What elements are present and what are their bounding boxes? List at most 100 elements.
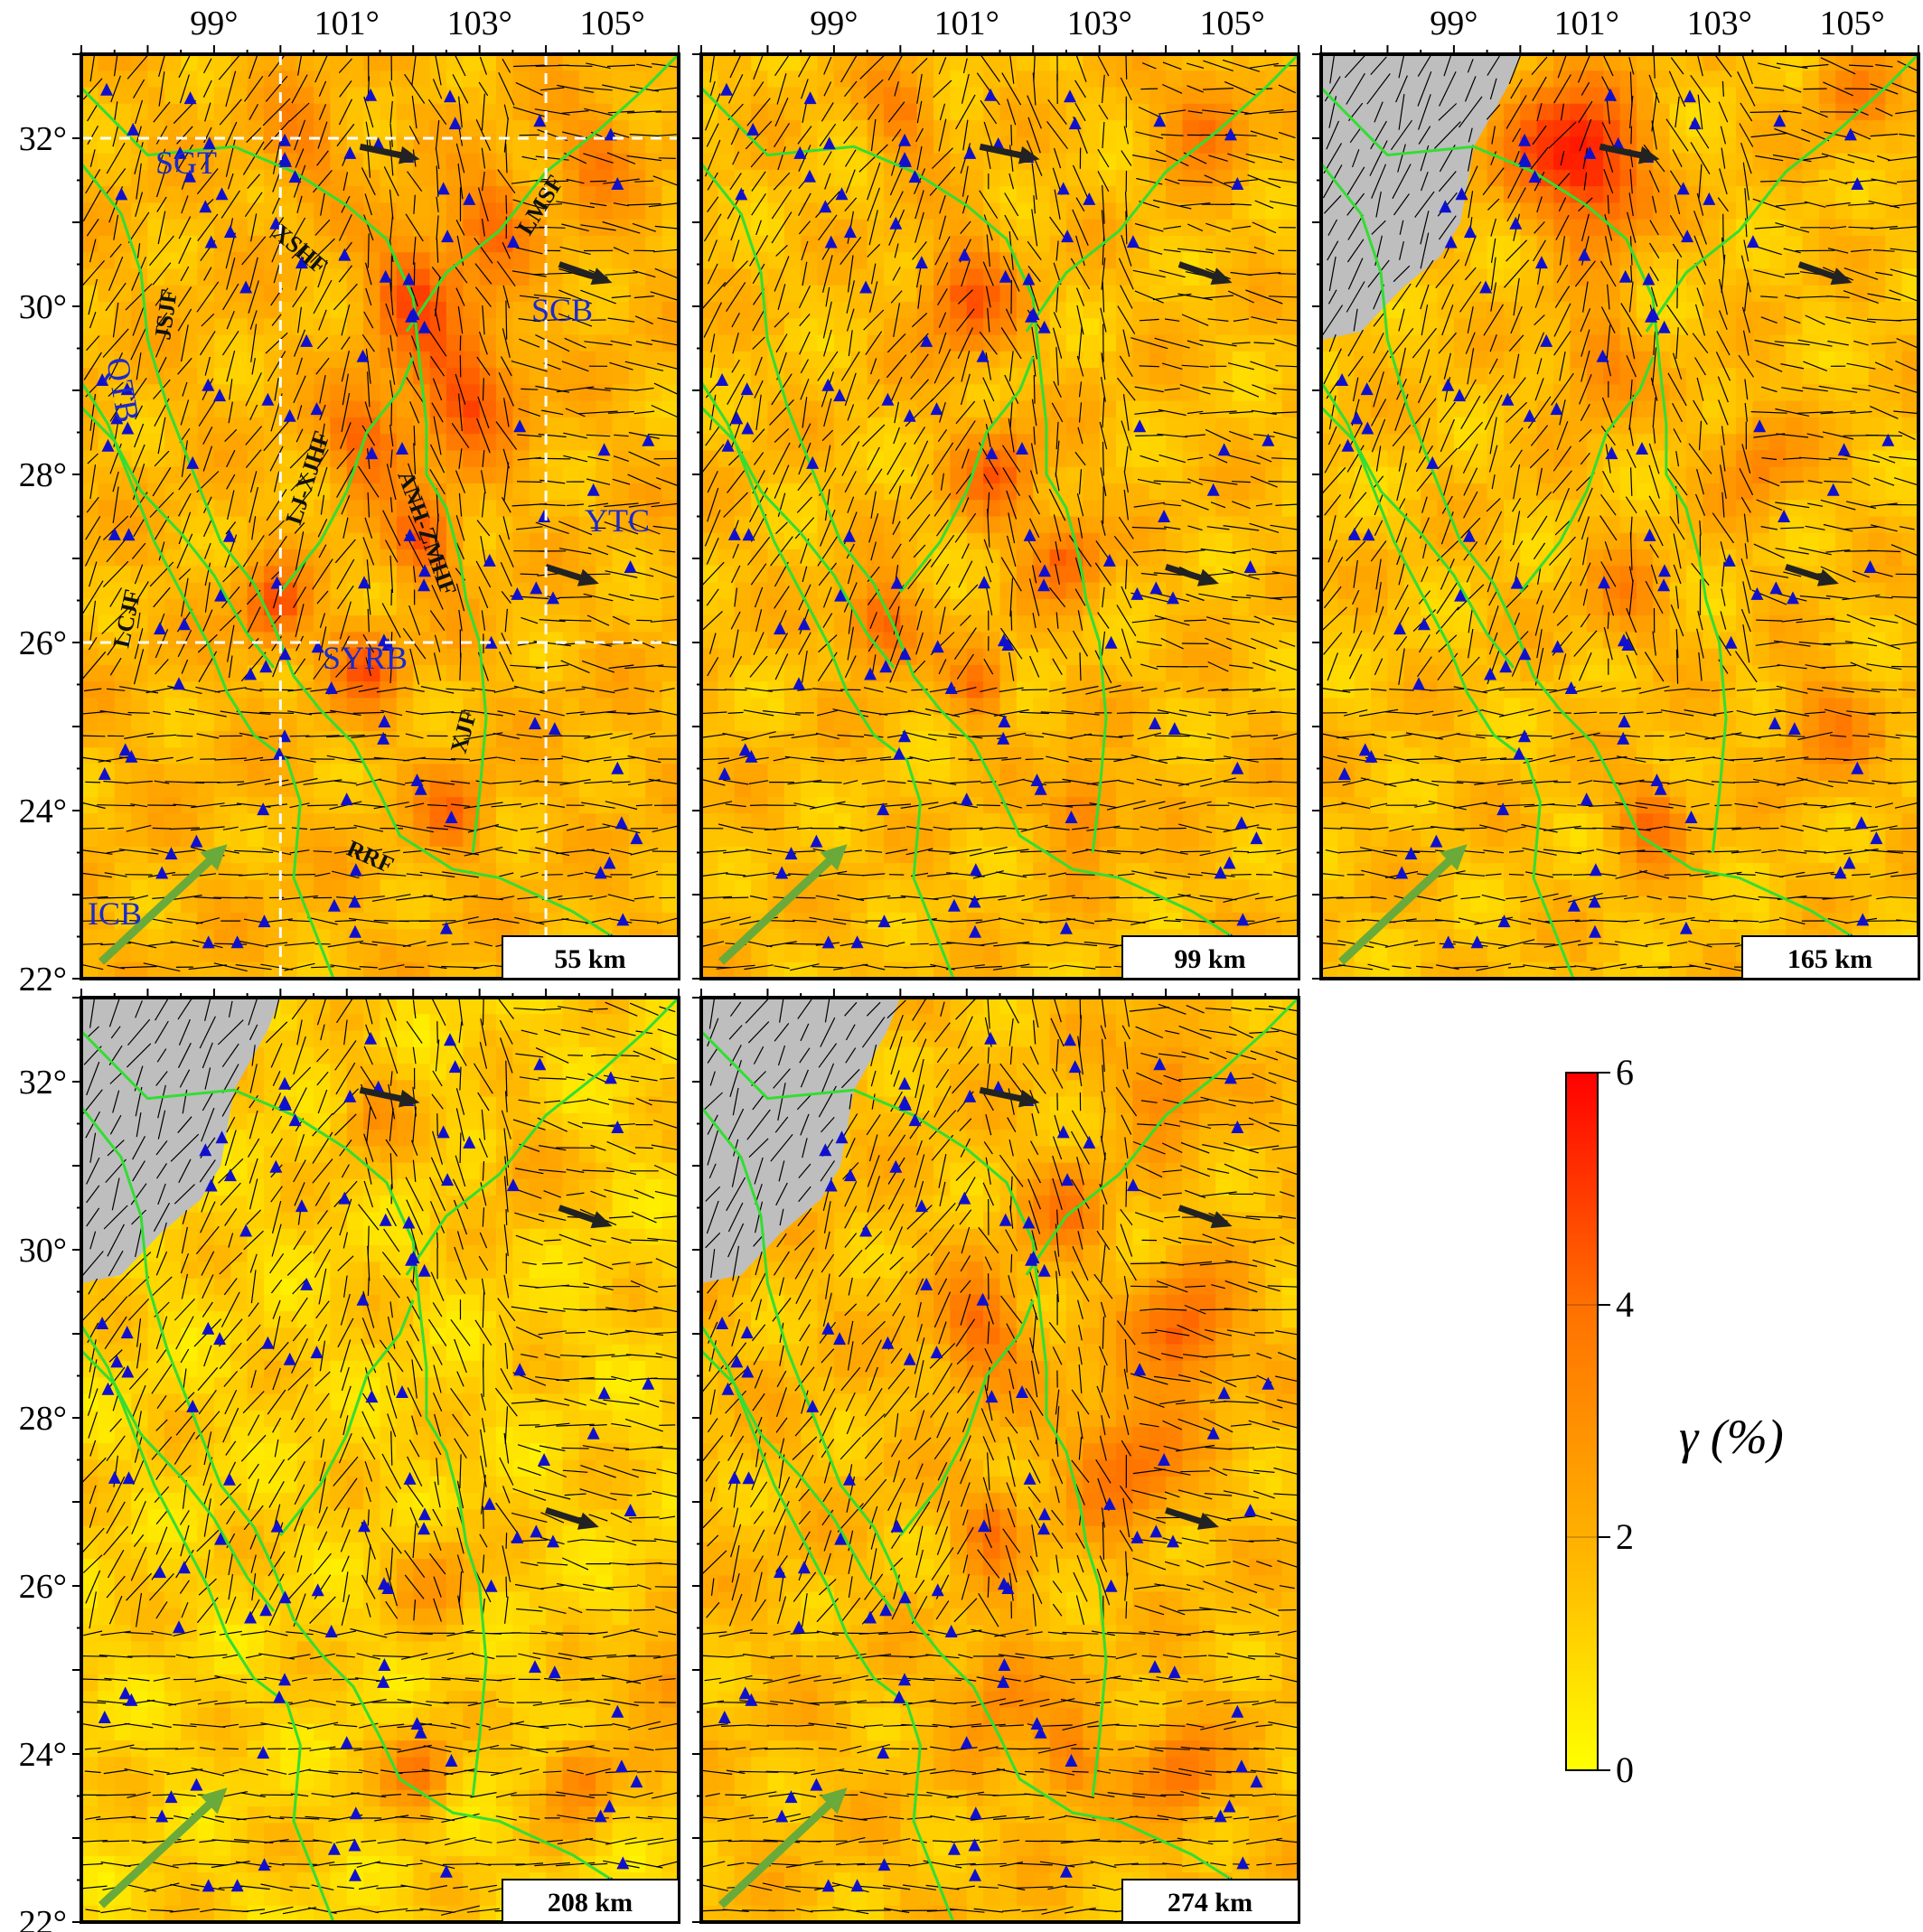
station-triangle-icon xyxy=(278,152,292,165)
station-triangle-icon xyxy=(1588,895,1601,908)
longitude-tick-label: 105° xyxy=(1819,5,1884,42)
station-triangle-icon xyxy=(199,200,212,213)
station-triangle-icon xyxy=(1217,1386,1231,1400)
station-triangle-icon xyxy=(920,1277,933,1290)
station-triangle-icon xyxy=(1206,483,1220,496)
station-triangle-icon xyxy=(445,811,458,823)
station-triangle-icon xyxy=(358,1519,371,1533)
station-triangle-icon xyxy=(821,378,835,391)
station-triangle-icon xyxy=(222,529,236,542)
station-triangle-icon xyxy=(214,1532,228,1545)
longitude-tick-label: 99° xyxy=(190,5,238,42)
station-triangle-icon xyxy=(1064,89,1076,103)
arrowhead-icon xyxy=(590,267,613,286)
station-triangle-icon xyxy=(969,863,982,877)
arrowhead-icon xyxy=(1018,145,1040,164)
station-triangle-icon xyxy=(1037,1263,1051,1277)
station-triangle-icon xyxy=(898,1673,911,1686)
depth-label: 99 km xyxy=(1174,944,1245,974)
station-triangle-icon xyxy=(1153,114,1167,127)
block-label-ytc: YTC xyxy=(585,502,650,539)
block-label-sgt: SGT xyxy=(155,145,217,181)
station-triangle-icon xyxy=(1439,200,1452,213)
station-triangle-icon xyxy=(1231,1121,1244,1133)
station-triangle-icon xyxy=(822,136,836,150)
station-triangle-icon xyxy=(283,1352,296,1365)
station-triangle-icon xyxy=(414,1725,427,1739)
station-triangle-icon xyxy=(199,1143,212,1157)
station-triangle-icon xyxy=(642,433,655,446)
station-triangle-icon xyxy=(1843,856,1856,869)
station-triangle-icon xyxy=(230,1879,244,1892)
station-triangle-icon xyxy=(164,847,178,860)
station-triangle-icon xyxy=(630,1775,643,1788)
station-triangle-icon xyxy=(403,1471,417,1485)
fast-axis-bars xyxy=(81,54,679,972)
station-triangle-icon xyxy=(1350,411,1364,425)
station-triangle-icon xyxy=(327,898,341,912)
station-triangle-icon xyxy=(1022,272,1036,286)
station-triangle-icon xyxy=(1243,1504,1257,1516)
station-triangle-icon xyxy=(834,588,848,602)
station-triangle-icon xyxy=(1083,192,1096,205)
latitude-tick-label: 22° xyxy=(19,1904,67,1932)
station-triangle-icon xyxy=(1470,935,1484,949)
station-triangle-icon xyxy=(944,681,958,694)
station-triangle-icon xyxy=(1030,1717,1044,1730)
station-triangle-icon xyxy=(1068,117,1082,130)
station-triangle-icon xyxy=(378,715,391,727)
station-triangle-icon xyxy=(278,1590,292,1604)
block-label-scb: SCB xyxy=(531,292,593,328)
station-triangle-icon xyxy=(730,1355,744,1368)
station-triangle-icon xyxy=(730,411,744,425)
panel-content xyxy=(1321,54,1918,979)
station-triangle-icon xyxy=(154,1565,166,1579)
station-triangle-icon xyxy=(1417,617,1431,631)
station-triangle-icon xyxy=(186,1399,200,1412)
station-triangle-icon xyxy=(483,1496,496,1510)
station-triangle-icon xyxy=(1496,802,1510,816)
station-triangle-icon xyxy=(834,1532,848,1545)
station-triangle-icon xyxy=(740,1326,754,1339)
station-triangle-icon xyxy=(436,1125,450,1139)
latitude-tick-label: 26° xyxy=(19,1568,67,1606)
station-triangle-icon xyxy=(616,913,630,926)
station-triangle-icon xyxy=(960,1736,973,1749)
station-triangle-icon xyxy=(930,402,943,416)
apm-arrow-icon xyxy=(98,853,218,965)
station-triangle-icon xyxy=(1231,177,1244,190)
station-triangle-icon xyxy=(997,731,1010,745)
station-triangle-icon xyxy=(269,1159,283,1173)
station-triangle-icon xyxy=(898,1590,912,1604)
station-triangle-icon xyxy=(850,935,864,949)
station-triangle-icon xyxy=(898,152,912,165)
station-triangle-icon xyxy=(998,715,1011,727)
station-triangle-icon xyxy=(1016,442,1028,455)
station-triangle-icon xyxy=(1061,230,1074,243)
station-triangle-icon xyxy=(223,225,237,239)
apm-arrow-icon xyxy=(718,1796,838,1909)
station-triangle-icon xyxy=(1768,717,1781,730)
station-triangle-icon xyxy=(1133,1363,1147,1376)
gps-arrows xyxy=(359,1086,613,1530)
station-triangle-icon xyxy=(1854,816,1868,830)
no-data-mask xyxy=(1321,54,1521,341)
depth-label-box: 208 km xyxy=(502,1879,680,1923)
station-triangle-icon xyxy=(259,660,273,673)
gps-arrow-icon xyxy=(979,143,1028,160)
station-triangle-icon xyxy=(1025,1252,1038,1266)
station-triangle-icon xyxy=(215,187,229,201)
station-triangle-icon xyxy=(1843,127,1857,141)
station-triangle-icon xyxy=(963,1089,977,1102)
station-triangle-icon xyxy=(348,1838,361,1852)
station-triangle-icon xyxy=(349,924,361,938)
station-triangle-icon xyxy=(1479,280,1493,294)
station-triangle-icon xyxy=(775,1809,789,1823)
station-triangle-icon xyxy=(879,660,893,673)
station-triangle-icon xyxy=(1863,560,1877,573)
depth-labels: 55 km 99 km 165 km 208 km 274 km xyxy=(502,935,1919,1923)
latitude-tick-label: 28° xyxy=(19,456,67,494)
station-triangle-icon xyxy=(740,382,754,396)
longitude-tick-label: 99° xyxy=(810,5,858,42)
station-triangle-icon xyxy=(278,133,292,146)
